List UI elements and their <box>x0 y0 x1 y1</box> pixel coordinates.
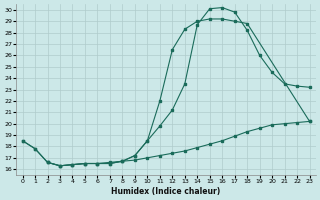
X-axis label: Humidex (Indice chaleur): Humidex (Indice chaleur) <box>111 187 221 196</box>
